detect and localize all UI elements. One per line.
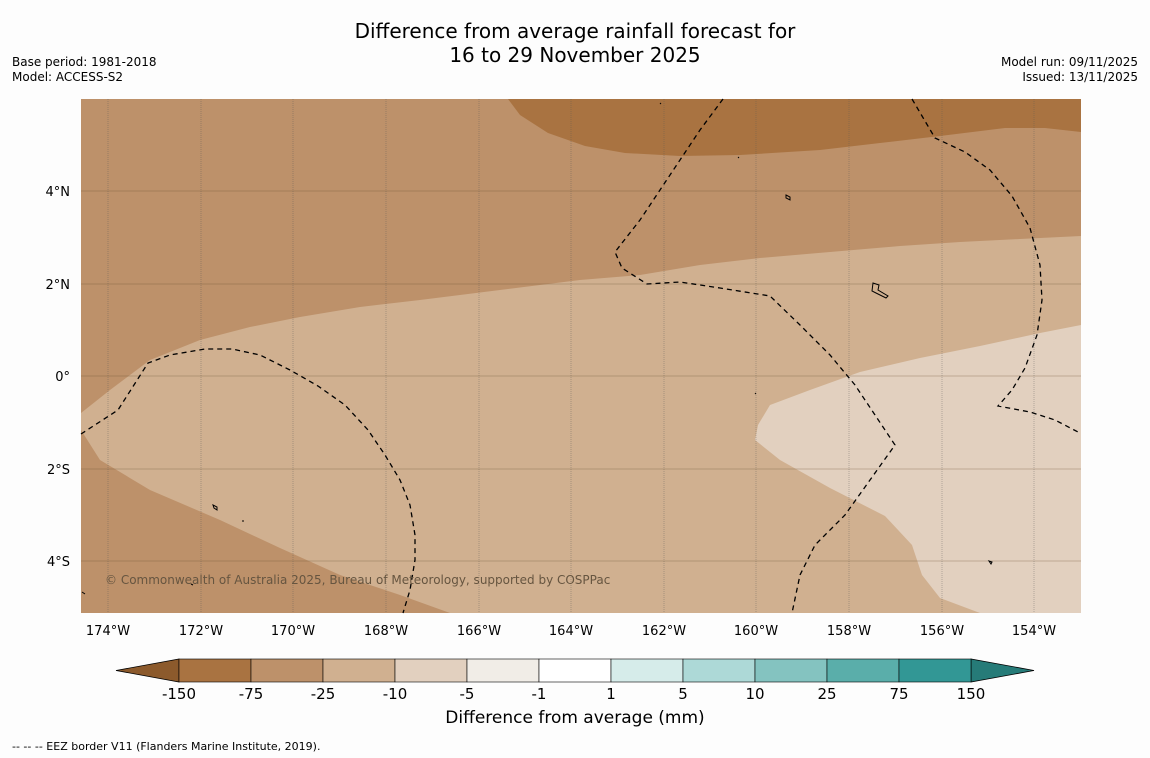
issued-text: Issued: 13/11/2025 xyxy=(1022,70,1138,84)
island-1 xyxy=(785,194,791,201)
colorbar-segment xyxy=(682,658,756,683)
island-6 xyxy=(737,156,740,159)
lon-label: 174°W xyxy=(86,624,130,639)
eez-footnote: -- -- -- EEZ border V11 (Flanders Marine… xyxy=(12,740,321,753)
colorbar-tick: 25 xyxy=(817,685,836,703)
colorbar-tick: -5 xyxy=(460,685,475,703)
colorbar-tick: 1 xyxy=(606,685,616,703)
island-2 xyxy=(871,282,889,299)
lon-labels: 174°W 172°W 170°W 168°W 166°W 164°W 162°… xyxy=(86,624,1056,639)
map-panel: © Commonwealth of Australia 2025, Bureau… xyxy=(80,98,1081,614)
lon-label: 172°W xyxy=(179,624,223,639)
colorbar-segments xyxy=(178,658,972,683)
eez-border-west xyxy=(80,348,416,614)
title-line-1: Difference from average rainfall forecas… xyxy=(354,19,796,43)
colorbar-tick: 10 xyxy=(745,685,764,703)
island-3 xyxy=(212,504,218,511)
lon-gridlines xyxy=(107,99,1035,613)
colorbar: -150 -75 -25 -10 -5 -1 1 5 10 25 75 150 xyxy=(115,658,1035,703)
base-period-text: Base period: 1981-2018 xyxy=(12,55,157,69)
copyright-text: © Commonwealth of Australia 2025, Bureau… xyxy=(105,573,610,587)
colorbar-segment xyxy=(754,658,828,683)
map-title: Difference from average rainfall forecas… xyxy=(0,19,1150,67)
lon-label: 164°W xyxy=(549,624,593,639)
colorbar-tick: 75 xyxy=(889,685,908,703)
eez-borders xyxy=(80,98,1079,614)
lat-label: 4°N xyxy=(46,185,71,200)
lon-label: 156°W xyxy=(920,624,964,639)
meta-left: Base period: 1981-2018 Model: ACCESS-S2 xyxy=(12,55,157,85)
lon-label: 154°W xyxy=(1012,624,1056,639)
anomaly-region-dark xyxy=(508,99,1081,156)
lon-label: 170°W xyxy=(271,624,315,639)
colorbar-segment xyxy=(322,658,396,683)
island-10 xyxy=(81,591,86,595)
colorbar-tick: -10 xyxy=(383,685,408,703)
lon-label: 168°W xyxy=(364,624,408,639)
colorbar-over-arrow xyxy=(970,658,1035,683)
lat-label: 2°N xyxy=(46,278,71,293)
title-line-2: 16 to 29 November 2025 xyxy=(449,43,701,67)
lat-label: 0° xyxy=(55,370,70,385)
islands xyxy=(81,102,993,595)
colorbar-tick: -150 xyxy=(162,685,196,703)
lat-label: 4°S xyxy=(47,555,70,570)
colorbar-tick: 5 xyxy=(678,685,688,703)
model-text: Model: ACCESS-S2 xyxy=(12,70,124,84)
colorbar-segment xyxy=(394,658,468,683)
colorbar-label: Difference from average (mm) xyxy=(445,708,705,728)
colorbar-segment xyxy=(178,658,252,683)
island-8 xyxy=(987,560,993,565)
island-7 xyxy=(754,392,757,395)
lon-label: 158°W xyxy=(827,624,871,639)
model-run-text: Model run: 09/11/2025 xyxy=(1000,55,1138,69)
anomaly-region-light xyxy=(81,236,1081,613)
eez-border-east xyxy=(911,98,1079,433)
lon-label: 162°W xyxy=(642,624,686,639)
colorbar-segment xyxy=(250,658,324,683)
island-9 xyxy=(190,583,194,586)
lat-labels: 4°N 2°N 0° 2°S 4°S xyxy=(46,185,71,570)
colorbar-segment xyxy=(538,658,612,683)
colorbar-tick: 150 xyxy=(957,685,986,703)
anomaly-region-mid-bl xyxy=(81,430,450,613)
meta-right: Model run: 09/11/2025 Issued: 13/11/2025 xyxy=(1001,55,1138,85)
eez-border-central xyxy=(614,98,896,614)
colorbar-segment xyxy=(826,658,900,683)
colorbar-segment xyxy=(898,658,972,683)
lon-label: 166°W xyxy=(457,624,501,639)
colorbar-segment xyxy=(466,658,540,683)
lon-label: 160°W xyxy=(734,624,778,639)
colorbar-tick: -75 xyxy=(239,685,264,703)
colorbar-tick: -1 xyxy=(532,685,547,703)
island-5 xyxy=(659,102,662,105)
colorbar-tick: -25 xyxy=(311,685,336,703)
colorbar-under-arrow xyxy=(115,658,180,683)
colorbar-segment xyxy=(610,658,684,683)
colorbar-tick-labels: -150 -75 -25 -10 -5 -1 1 5 10 25 75 150 xyxy=(162,685,985,703)
lat-gridlines xyxy=(81,190,1081,562)
lat-label: 2°S xyxy=(47,463,70,478)
